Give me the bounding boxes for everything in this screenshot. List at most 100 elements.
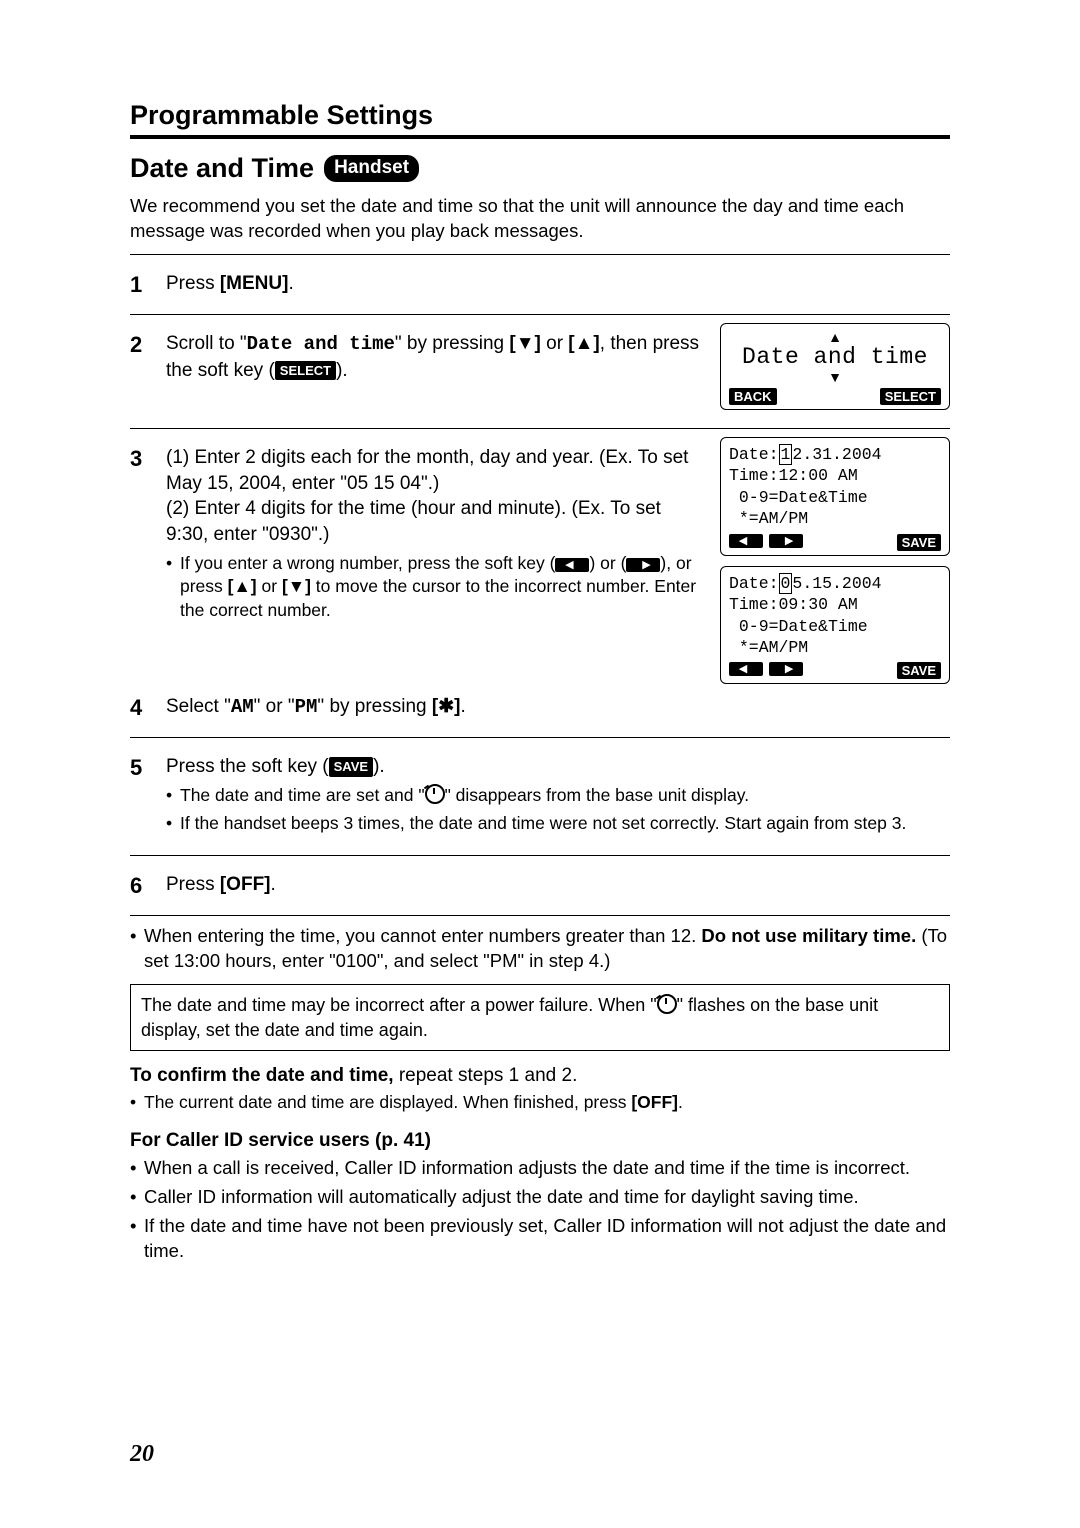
rule xyxy=(130,915,950,916)
text: or xyxy=(541,333,568,354)
text: Date: xyxy=(729,574,779,593)
lcd-line: 0-9=Date&Time xyxy=(729,616,941,637)
step-1: 1 Press [MENU]. xyxy=(130,263,950,306)
list-item: When entering the time, you cannot enter… xyxy=(130,924,950,974)
step-body: Press [OFF]. xyxy=(166,872,950,898)
step-2: 2 Scroll to "Date and time" by pressing … xyxy=(130,323,702,401)
text: ). xyxy=(373,756,385,777)
save-softkey-icon: SAVE xyxy=(329,757,373,777)
menu-label: [MENU] xyxy=(220,273,289,294)
up-key: [▲] xyxy=(568,333,599,354)
step-5-notes: The date and time are set and " " disappe… xyxy=(166,784,950,835)
list-item: If the date and time have not been previ… xyxy=(130,1214,950,1264)
left-arrow-softkey-icon: ◀ xyxy=(555,558,589,572)
lcd-line: Date:05.15.2004 xyxy=(729,573,941,594)
text: ) or ( xyxy=(589,553,626,573)
list-item: If you enter a wrong number, press the s… xyxy=(166,552,702,623)
step-6: 6 Press [OFF]. xyxy=(130,864,950,907)
step-number: 5 xyxy=(130,754,152,781)
left-arrow-softkey-icon: ◀ xyxy=(729,534,763,548)
menu-item: Date and time xyxy=(247,333,395,355)
text: Press the soft key ( xyxy=(166,756,329,777)
right-arrow-softkey-icon: ▶ xyxy=(769,662,803,676)
right-arrow-softkey-icon: ▶ xyxy=(769,534,803,548)
text: or xyxy=(257,576,282,596)
lcd-title: Date and time xyxy=(729,344,941,370)
step-5: 5 Press the soft key (SAVE). The date an… xyxy=(130,746,950,847)
step-body: Select "AM" or "PM" by pressing [✱]. xyxy=(166,694,950,721)
text: " disappears from the base unit display. xyxy=(445,785,750,805)
time-entry-notes: When entering the time, you cannot enter… xyxy=(130,924,950,974)
lcd-line: 0-9=Date&Time xyxy=(729,487,941,508)
step-4: 4 Select "AM" or "PM" by pressing [✱]. xyxy=(130,694,950,729)
step-number: 4 xyxy=(130,694,152,721)
up-arrow-icon: ▲ xyxy=(729,330,941,344)
select-softkey-icon: SELECT xyxy=(880,388,941,405)
step-3: 3 (1) Enter 2 digits each for the month,… xyxy=(130,437,702,634)
substep-notes: If you enter a wrong number, press the s… xyxy=(166,552,702,623)
text-bold: To confirm the date and time, xyxy=(130,1065,394,1086)
step-2-row: 2 Scroll to "Date and time" by pressing … xyxy=(130,323,950,420)
caller-id-notes: When a call is received, Caller ID infor… xyxy=(130,1156,950,1264)
text: Date: xyxy=(729,445,779,464)
right-arrow-softkey-icon: ▶ xyxy=(626,558,660,572)
rule xyxy=(130,737,950,738)
off-label: [OFF] xyxy=(631,1092,678,1112)
text: . xyxy=(460,696,465,717)
step-number: 1 xyxy=(130,271,152,298)
lcd-line: Date:12.31.2004 xyxy=(729,444,941,465)
list-item: Caller ID information will automatically… xyxy=(130,1185,950,1210)
text: The date and time may be incorrect after… xyxy=(141,995,657,1015)
pm-label: PM xyxy=(295,696,318,718)
subsection-title: Date and Time xyxy=(130,153,314,184)
text-bold: Do not use military time. xyxy=(701,925,916,946)
subsection-line: Date and Time Handset xyxy=(130,153,950,184)
step-3-row: 3 (1) Enter 2 digits each for the month,… xyxy=(130,437,950,695)
text: Press xyxy=(166,874,220,895)
list-item: If the handset beeps 3 times, the date a… xyxy=(166,812,950,836)
save-softkey-icon: SAVE xyxy=(897,662,941,679)
step-number: 3 xyxy=(130,445,152,472)
lcd-screen-entry-1: Date:12.31.2004 Time:12:00 AM 0-9=Date&T… xyxy=(720,437,950,556)
am-label: AM xyxy=(231,696,254,718)
text: . xyxy=(271,874,276,895)
down-key: [▼] xyxy=(509,333,540,354)
step-body: Press the soft key (SAVE). The date and … xyxy=(166,754,950,839)
cursor-char: 1 xyxy=(779,444,793,465)
down-arrow-icon: ▼ xyxy=(729,370,941,384)
text: (1) Enter 2 digits each for the month, d… xyxy=(166,445,702,496)
rule xyxy=(130,855,950,856)
step-body: Press [MENU]. xyxy=(166,271,950,297)
rule xyxy=(130,428,950,429)
text: " by pressing xyxy=(395,333,509,354)
left-arrow-softkey-icon: ◀ xyxy=(729,662,763,676)
text: 5.15.2004 xyxy=(792,574,881,593)
off-label: [OFF] xyxy=(220,874,271,895)
text: Scroll to " xyxy=(166,333,247,354)
text: The date and time are set and " xyxy=(180,785,425,805)
up-key: [▲] xyxy=(228,576,257,596)
lcd-screen-entry-2: Date:05.15.2004 Time:09:30 AM 0-9=Date&T… xyxy=(720,566,950,685)
text: (2) Enter 4 digits for the time (hour an… xyxy=(166,496,702,547)
lcd-line: *=AM/PM xyxy=(729,508,941,529)
list-item: When a call is received, Caller ID infor… xyxy=(130,1156,950,1181)
handset-badge: Handset xyxy=(324,155,419,182)
lcd-line: Time:09:30 AM xyxy=(729,594,941,615)
save-softkey-icon: SAVE xyxy=(897,534,941,551)
text: ). xyxy=(336,360,348,381)
caller-id-heading: For Caller ID service users (p. 41) xyxy=(130,1130,950,1152)
text: When entering the time, you cannot enter… xyxy=(144,925,701,946)
list-item: The date and time are set and " " disappe… xyxy=(166,784,950,808)
manual-page: Programmable Settings Date and Time Hand… xyxy=(0,0,1080,1528)
text: Select " xyxy=(166,696,231,717)
rule xyxy=(130,314,950,315)
select-softkey-icon: SELECT xyxy=(275,361,336,381)
section-title: Programmable Settings xyxy=(130,100,950,131)
page-number: 20 xyxy=(130,1441,154,1468)
title-rule xyxy=(130,135,950,139)
list-item: The current date and time are displayed.… xyxy=(130,1091,950,1115)
down-key: [▼] xyxy=(282,576,311,596)
text: Press xyxy=(166,273,220,294)
text: . xyxy=(288,273,293,294)
step-number: 2 xyxy=(130,331,152,358)
